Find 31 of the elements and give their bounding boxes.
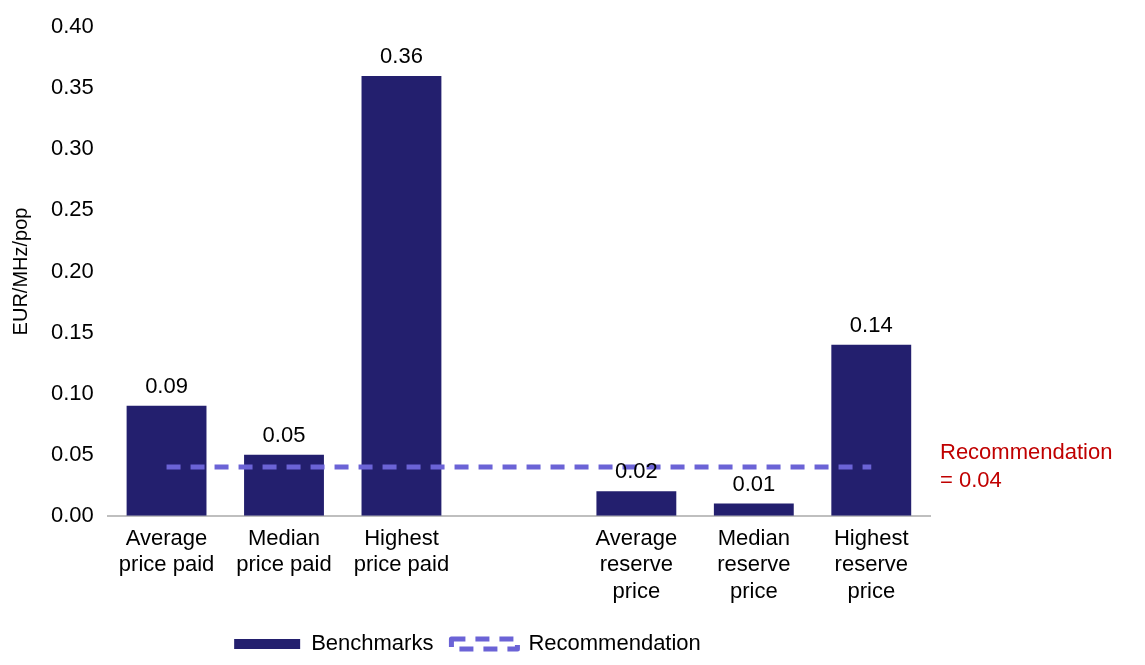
x-tick-label: Highest reserve price <box>833 525 909 603</box>
data-label: 0.02 <box>614 458 658 484</box>
data-label: 0.05 <box>262 421 306 447</box>
text: Recommendation = 0.04 <box>940 439 1113 492</box>
legend-label: Recommendation <box>528 630 701 656</box>
legend-label: Benchmarks <box>311 630 434 656</box>
data-label: 0.09 <box>145 372 188 398</box>
x-tick-label: Median reserve price <box>717 525 791 603</box>
data-label: 0.01 <box>732 470 776 496</box>
bar <box>361 76 442 516</box>
bar <box>126 405 207 516</box>
y-tick-label: 0.40 <box>50 13 94 39</box>
y-tick-label: 0.35 <box>50 74 94 100</box>
y-tick-label: 0.20 <box>50 257 94 283</box>
bar <box>244 454 324 516</box>
bar <box>596 491 677 516</box>
data-label: 0.36 <box>380 43 423 69</box>
y-axis-title: EUR/MHz/pop <box>8 207 31 336</box>
x-tick-label: Highest price paid <box>353 525 450 577</box>
y-tick-label: 0.15 <box>50 318 94 344</box>
y-tick-label: 0.05 <box>50 440 94 466</box>
y-tick-label: 0.10 <box>50 379 94 405</box>
y-tick-label: 0.00 <box>50 501 94 527</box>
data-label: 0.14 <box>849 311 893 337</box>
bar <box>831 344 912 516</box>
x-tick-label: Average price paid <box>118 525 215 577</box>
x-tick-label: Median price paid <box>236 525 332 577</box>
x-tick-label: Average reserve price <box>595 525 678 603</box>
y-tick-label: 0.30 <box>50 135 94 161</box>
y-tick-label: 0.25 <box>50 196 94 222</box>
bar <box>713 503 794 516</box>
